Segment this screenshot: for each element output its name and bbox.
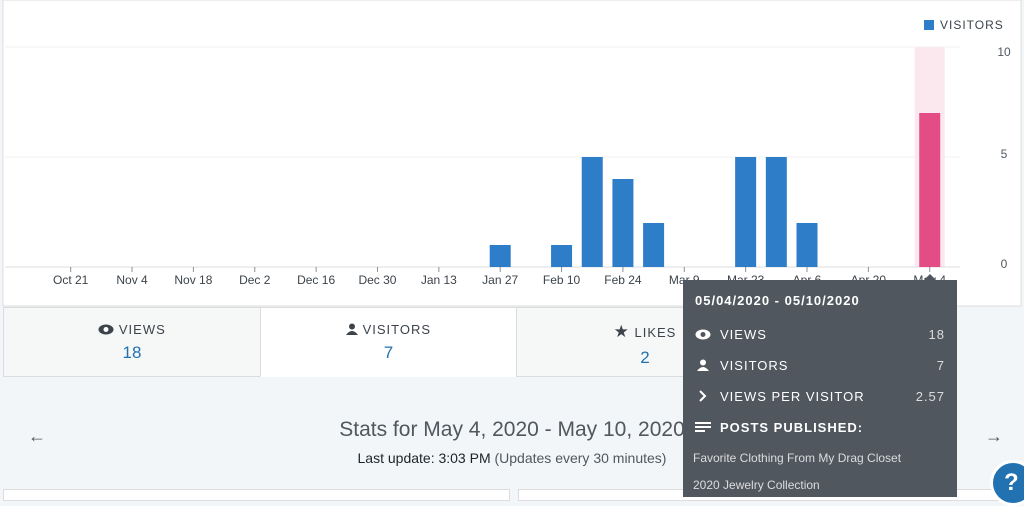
person-icon	[345, 323, 358, 335]
bar	[612, 179, 634, 267]
last-update: Last update: 3:03 PM (Updates every 30 m…	[0, 450, 1024, 466]
bar	[919, 113, 941, 267]
post-title[interactable]: 2020 Jewelry Collection	[693, 478, 820, 492]
eye-icon	[98, 324, 114, 335]
x-tick-label: Dec 30	[358, 273, 396, 287]
tooltip: 05/04/2020 - 05/10/2020 VIEWS 18 VISITORS…	[683, 274, 957, 497]
star-icon: ★	[613, 322, 630, 341]
tooltip-row: VIEWS PER VISITOR 2.57	[695, 389, 945, 404]
row-label: VISITORS	[720, 358, 789, 373]
prev-arrow[interactable]: ←	[28, 426, 46, 446]
person-icon	[697, 359, 709, 371]
x-tick-label: Oct 21	[53, 273, 89, 287]
next-arrow[interactable]: →	[985, 426, 1003, 446]
row-label: VIEWS PER VISITOR	[720, 389, 865, 404]
posts-heading: POSTS PUBLISHED:	[720, 420, 864, 435]
tooltip-row: POSTS PUBLISHED:	[695, 420, 945, 435]
tab-value: 2	[640, 348, 650, 367]
x-tick-label: Feb 24	[604, 273, 642, 287]
stats-title: Stats for May 4, 2020 - May 10, 2020	[339, 418, 685, 441]
y-tick-label: 10	[997, 45, 1011, 59]
row-value: 7	[936, 358, 945, 373]
y-tick-label: 5	[1001, 147, 1008, 161]
x-tick-label: Dec 2	[239, 273, 271, 287]
x-tick-label: Feb 10	[543, 273, 581, 287]
x-tick-label: Jan 13	[421, 273, 457, 287]
tab-label: VIEWS	[118, 322, 166, 337]
x-tick-label: Nov 4	[116, 273, 148, 287]
bar	[489, 245, 511, 267]
tab-visitors[interactable]: VISITORS 7	[260, 307, 517, 377]
bar	[796, 223, 818, 267]
post-title[interactable]: Favorite Clothing From My Drag Closet	[693, 451, 902, 465]
row-value: 2.57	[915, 389, 945, 404]
card	[3, 489, 510, 501]
tab-value: 18	[122, 343, 142, 362]
tooltip-row: VISITORS 7	[695, 358, 945, 373]
tooltip-row: VIEWS 18	[695, 327, 945, 342]
posts-icon	[695, 422, 711, 432]
last-update-time: Last update: 3:03 PM	[357, 450, 491, 466]
chart-panel	[2, 0, 1022, 307]
legend-label: VISITORS	[940, 18, 1004, 32]
bar	[643, 223, 665, 267]
legend-swatch	[924, 20, 934, 30]
tab-views[interactable]: VIEWS 18	[3, 307, 261, 377]
row-value: 18	[928, 327, 945, 342]
x-tick-label: Dec 16	[297, 273, 335, 287]
row-label: VIEWS	[720, 327, 767, 342]
tab-label: LIKES	[634, 325, 677, 340]
x-tick-label: Nov 18	[174, 273, 212, 287]
update-note: (Updates every 30 minutes)	[494, 450, 667, 466]
bar	[765, 157, 787, 267]
chevron-icon	[699, 390, 707, 402]
tooltip-date: 05/04/2020 - 05/10/2020	[695, 293, 860, 308]
bar	[735, 157, 757, 267]
chart: VISITORS 0 5 10 Oct 21 Nov 4 Nov 18 Dec 2 Dec 1…	[2, 0, 1022, 307]
y-tick-label: 0	[1001, 257, 1008, 271]
tab-value: 7	[383, 343, 394, 362]
tab-label: VISITORS	[362, 322, 432, 337]
x-tick-label: Jan 27	[482, 273, 518, 287]
tooltip-arrow	[924, 274, 936, 280]
bar	[551, 245, 573, 267]
eye-icon	[695, 329, 711, 340]
bar	[581, 157, 603, 267]
